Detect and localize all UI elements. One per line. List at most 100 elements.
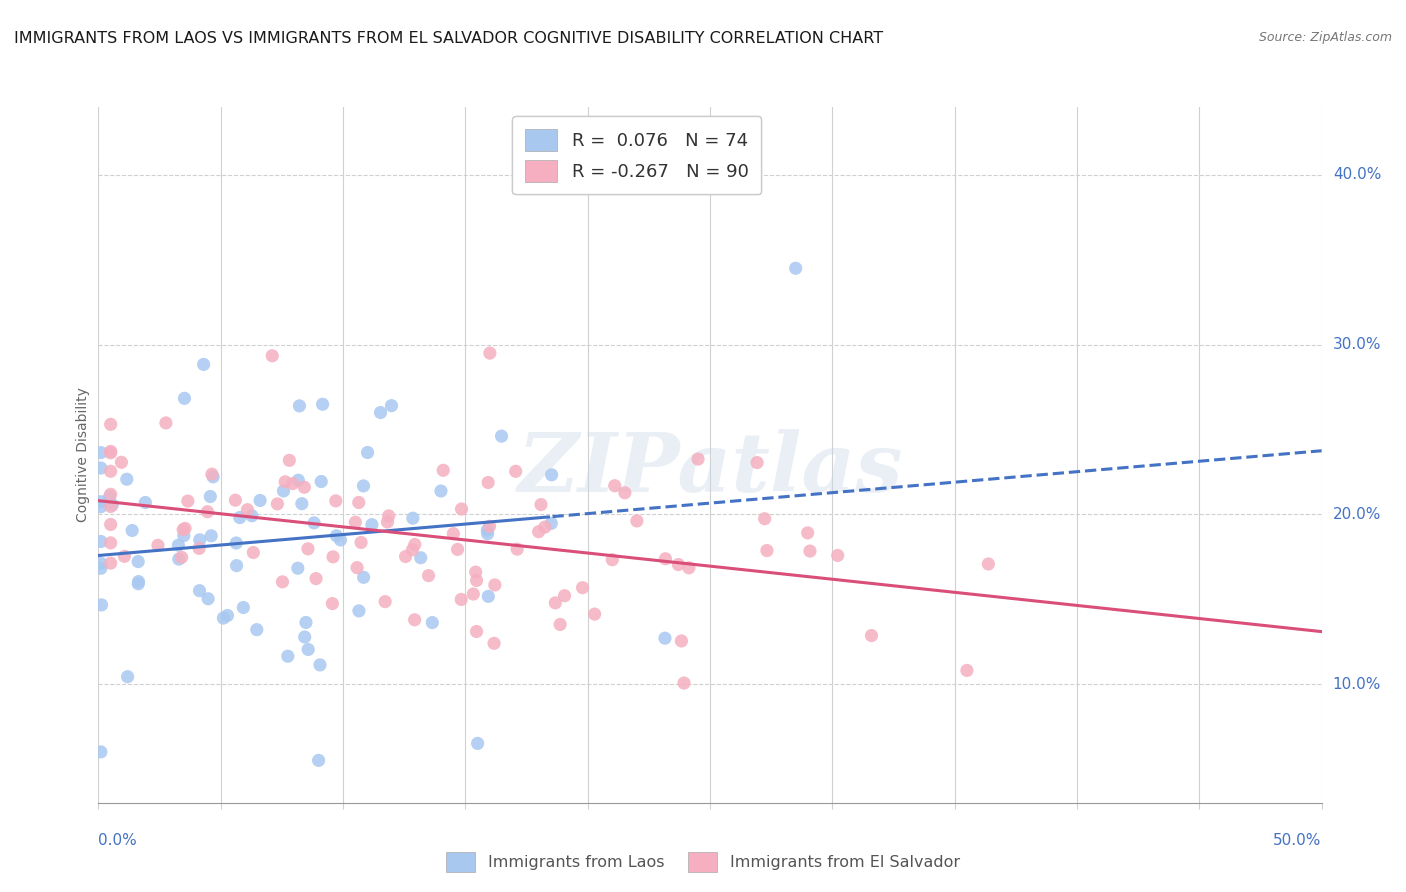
Text: ZIPatlas: ZIPatlas — [517, 429, 903, 508]
Point — [201, 467, 224, 482]
Point — [281, 476, 304, 491]
Point — [90, 461, 112, 475]
Point — [506, 542, 529, 557]
Point — [100, 446, 122, 460]
Point — [188, 541, 211, 556]
Point — [173, 392, 195, 406]
Point — [745, 456, 768, 470]
Point — [127, 576, 149, 591]
Point — [287, 473, 309, 487]
Point — [346, 560, 368, 574]
Point — [477, 526, 499, 541]
Point — [240, 508, 263, 523]
Point — [295, 615, 318, 630]
Point — [666, 558, 689, 572]
Point — [325, 494, 347, 508]
Point — [446, 542, 468, 557]
Point — [402, 511, 425, 525]
Point — [232, 600, 254, 615]
Point — [325, 529, 347, 543]
Point — [311, 397, 333, 411]
Point — [172, 523, 194, 537]
Point — [380, 399, 402, 413]
Point — [170, 550, 193, 565]
Point — [356, 445, 378, 459]
Point — [90, 561, 112, 575]
Point — [90, 494, 112, 508]
Point — [212, 611, 235, 625]
Point — [90, 745, 112, 759]
Point — [377, 515, 399, 529]
Point — [100, 517, 122, 532]
Point — [401, 542, 423, 557]
Point — [540, 516, 562, 531]
Point — [242, 545, 264, 559]
Point — [246, 623, 269, 637]
Point — [583, 607, 606, 621]
Text: 10.0%: 10.0% — [1333, 676, 1381, 691]
Legend: Immigrants from Laos, Immigrants from El Salvador: Immigrants from Laos, Immigrants from El… — [439, 844, 967, 880]
Point — [100, 417, 122, 432]
Point — [377, 508, 399, 523]
Point — [288, 399, 311, 413]
Point — [977, 557, 1000, 571]
Point — [321, 597, 343, 611]
Point — [309, 657, 332, 672]
Point — [654, 631, 676, 645]
Point — [110, 455, 132, 469]
Point — [217, 608, 239, 623]
Point — [544, 596, 567, 610]
Point — [554, 589, 576, 603]
Point — [755, 543, 778, 558]
Point — [394, 549, 416, 564]
Point — [534, 520, 557, 534]
Point — [167, 538, 190, 552]
Point — [287, 561, 309, 575]
Text: Source: ZipAtlas.com: Source: ZipAtlas.com — [1258, 31, 1392, 45]
Point — [432, 463, 454, 477]
Point — [673, 676, 696, 690]
Point — [100, 464, 122, 478]
Point — [278, 453, 301, 467]
Point — [297, 642, 319, 657]
Point — [225, 558, 247, 573]
Point — [177, 494, 200, 508]
Text: 40.0%: 40.0% — [1333, 168, 1381, 183]
Point — [860, 629, 883, 643]
Point — [292, 480, 315, 494]
Point — [464, 565, 486, 579]
Point — [309, 475, 332, 489]
Point — [90, 445, 112, 459]
Legend: R =  0.076   N = 74, R = -0.267   N = 90: R = 0.076 N = 74, R = -0.267 N = 90 — [512, 116, 761, 194]
Point — [291, 497, 314, 511]
Point — [274, 475, 297, 489]
Point — [115, 472, 138, 486]
Point — [100, 536, 122, 550]
Point — [465, 624, 488, 639]
Point — [271, 574, 294, 589]
Point — [127, 555, 149, 569]
Point — [477, 523, 499, 537]
Point — [350, 535, 373, 549]
Point — [352, 479, 374, 493]
Point — [799, 544, 821, 558]
Point — [404, 537, 426, 551]
Point — [796, 525, 818, 540]
Point — [173, 529, 195, 543]
Point — [155, 416, 177, 430]
Point — [754, 512, 776, 526]
Point — [188, 583, 211, 598]
Point — [188, 533, 211, 547]
Point — [202, 470, 225, 484]
Point — [225, 536, 247, 550]
Point — [347, 604, 370, 618]
Point — [100, 500, 122, 514]
Point — [90, 556, 112, 570]
Point — [100, 444, 122, 458]
Point — [482, 636, 505, 650]
Point — [146, 538, 169, 552]
Point — [344, 515, 367, 529]
Point — [409, 550, 432, 565]
Point — [420, 615, 443, 630]
Point — [117, 670, 139, 684]
